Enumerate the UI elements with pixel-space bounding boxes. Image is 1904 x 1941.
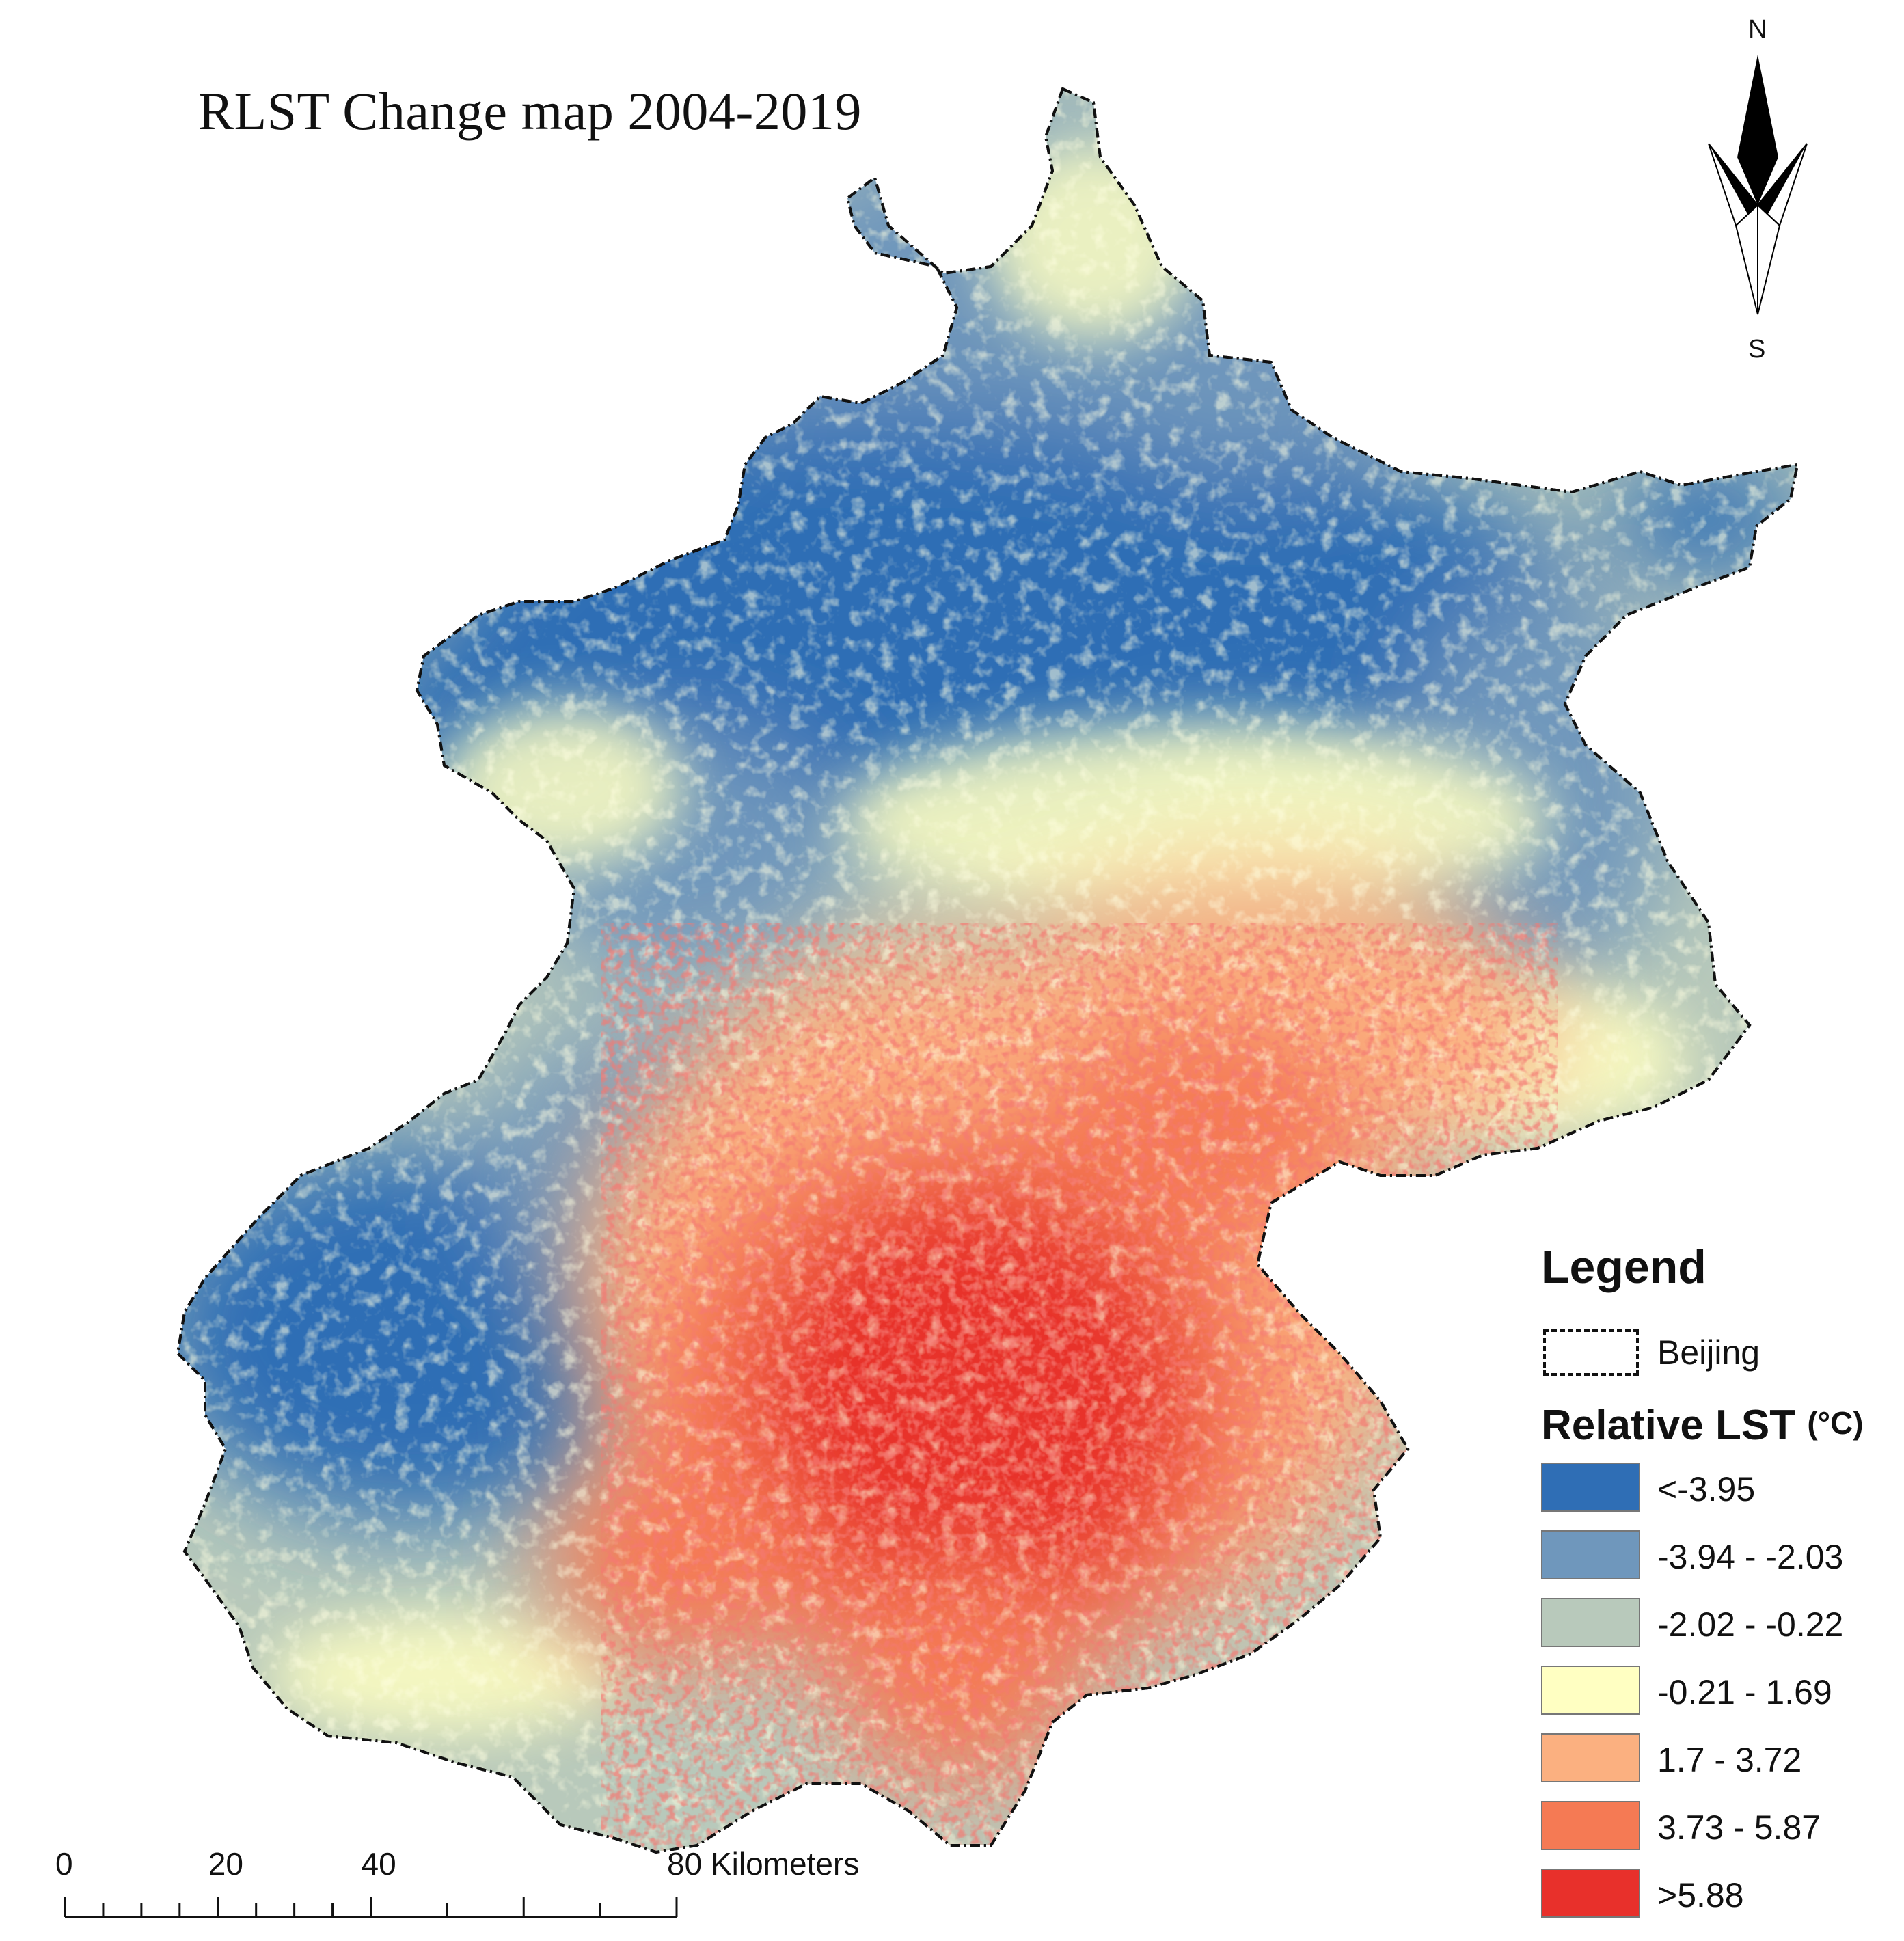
legend-label: 3.73 - 5.87 <box>1657 1808 1821 1847</box>
scale-tick-label: 20 <box>208 1846 243 1882</box>
scale-bar <box>64 1897 678 1918</box>
north-label: N <box>1748 15 1767 44</box>
legend-swatch <box>1541 1869 1640 1918</box>
legend-label: -0.21 - 1.69 <box>1657 1673 1832 1711</box>
legend-swatch <box>1541 1801 1640 1850</box>
relative-lst-title: Relative LST (°C) <box>1541 1401 1864 1450</box>
scale-tick-label: 0 <box>55 1846 73 1882</box>
legend-label: -3.94 - -2.03 <box>1657 1538 1844 1576</box>
legend-label: >5.88 <box>1657 1876 1744 1914</box>
map-title: RLST Change map 2004-2019 <box>198 81 862 141</box>
boundary-label: Beijing <box>1657 1333 1760 1372</box>
legend-title: Legend <box>1541 1241 1706 1293</box>
legend-swatch <box>1541 1463 1640 1512</box>
beijing-boundary <box>176 87 1799 1854</box>
scale-tick-label: 80 Kilometers <box>667 1846 860 1882</box>
legend-label: 1.7 - 3.72 <box>1657 1741 1802 1779</box>
relative-lst-unit: (°C) <box>1807 1405 1864 1441</box>
north-arrow-icon <box>1708 55 1808 315</box>
legend-swatch <box>1541 1666 1640 1715</box>
relative-lst-label: Relative LST <box>1541 1402 1796 1449</box>
scale-tick-label: 40 <box>361 1846 396 1882</box>
legend-label: <-3.95 <box>1657 1470 1756 1508</box>
legend-swatch <box>1541 1598 1640 1647</box>
legend-label: -2.02 - -0.22 <box>1657 1605 1844 1644</box>
south-label: S <box>1748 335 1766 364</box>
legend-swatch <box>1541 1530 1640 1579</box>
legend-swatch <box>1541 1733 1640 1782</box>
boundary-swatch <box>1543 1329 1639 1376</box>
